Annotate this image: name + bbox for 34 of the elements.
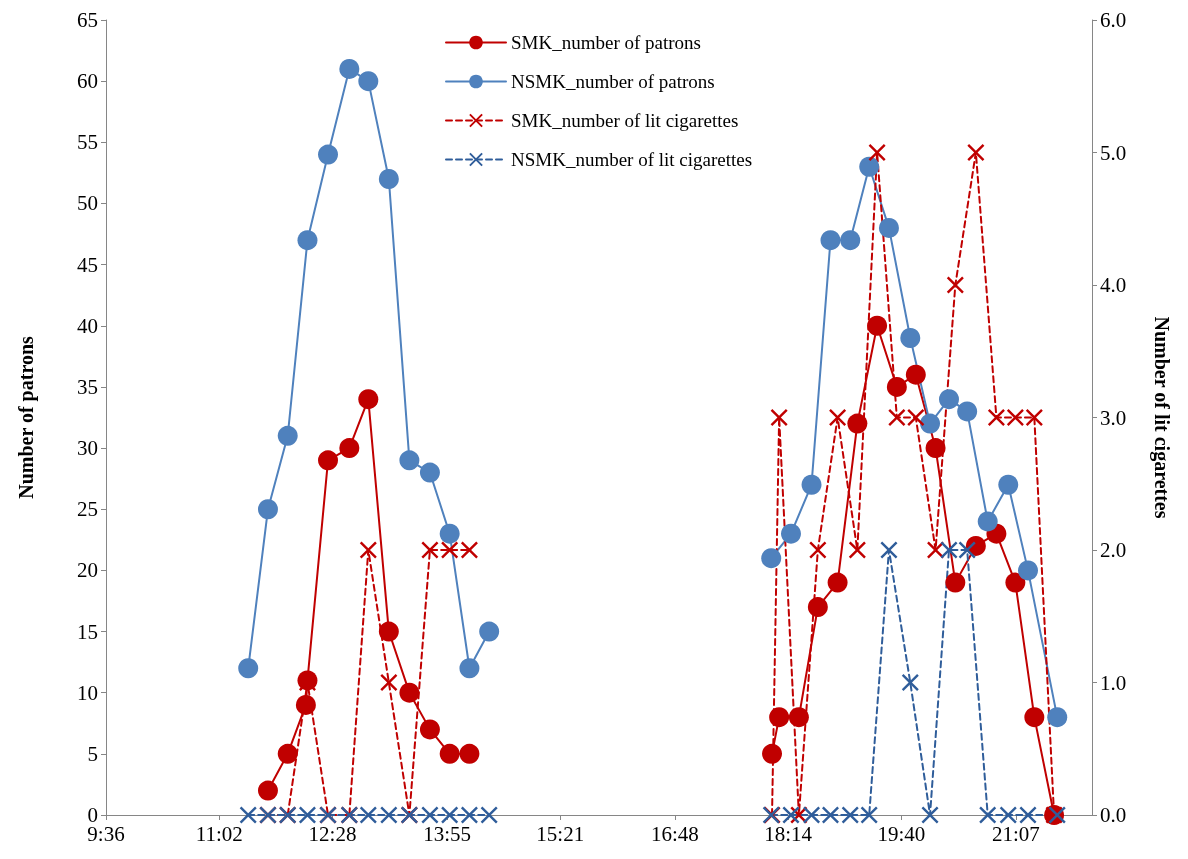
x-tick-label: 18:14 [764,821,813,846]
x-tick-label: 19:40 [877,821,926,846]
y2-tick-label: 2.0 [1100,538,1127,562]
y-tick-label: 15 [77,619,98,644]
x-tick-label: 11:02 [195,821,243,846]
y2-tick-label: 6.0 [1100,8,1127,32]
y-tick-label: 30 [77,436,98,461]
y2-tick-label: 3.0 [1100,405,1127,430]
y2-tick-label: 1.0 [1100,670,1127,695]
legend-label: SMK_number of patrons [511,32,701,53]
y-tick-label: 60 [77,69,98,94]
legend-label: SMK_number of lit cigarettes [511,110,739,131]
y2-tick-label: 5.0 [1100,140,1127,165]
y-tick-label: 25 [77,497,98,522]
x-tick-label: 15:21 [536,821,585,846]
y-axis-title: Number of patrons [15,335,38,499]
y-tick-label: 5 [87,741,98,766]
legend-label: NSMK_number of patrons [511,71,715,92]
y-tick-label: 20 [77,558,98,583]
x-tick-label: 13:55 [423,821,471,846]
y2-tick-label: 4.0 [1100,273,1127,297]
y-tick-label: 65 [77,8,98,32]
y2-axis-title: Number of lit cigarettes [1150,316,1173,519]
y-tick-label: 35 [77,374,98,399]
y-tick-label: 45 [77,252,98,277]
y-tick-label: 40 [77,313,98,338]
x-tick-label: 16:48 [650,821,699,846]
y-tick-label: 10 [77,680,98,705]
y-tick-label: 50 [77,191,98,216]
x-tick-label: 12:28 [308,821,357,846]
legend-label: NSMK_number of lit cigarettes [511,149,753,170]
y2-tick-label: 0.0 [1100,803,1127,827]
x-tick-label: 21:07 [991,821,1040,846]
y-tick-label: 55 [77,130,98,155]
